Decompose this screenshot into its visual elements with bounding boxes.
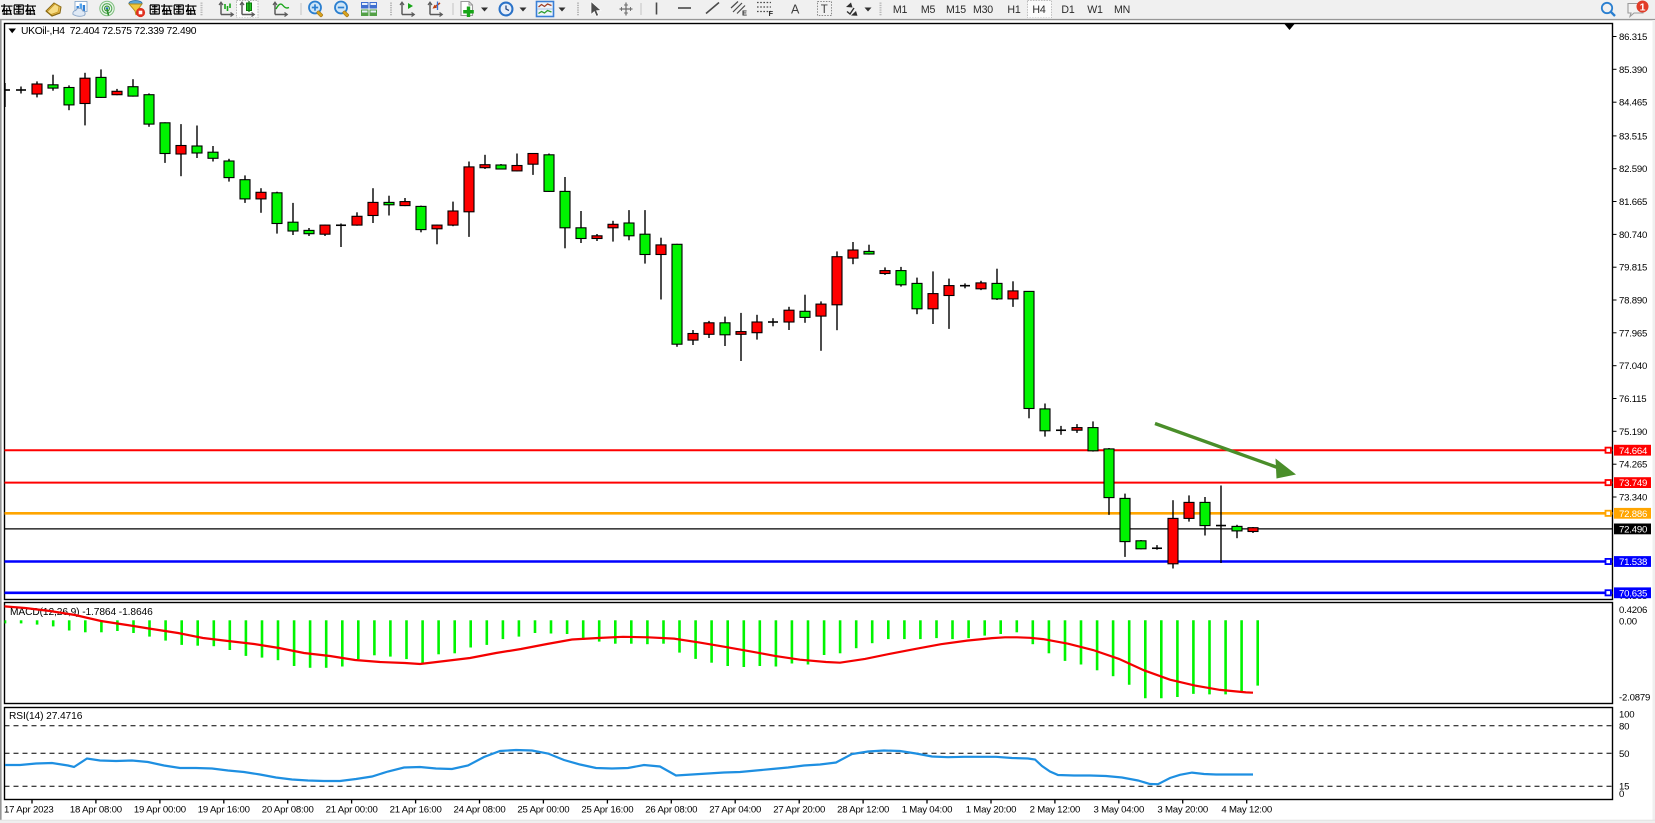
svg-text:3 May 04:00: 3 May 04:00 (1093, 805, 1144, 816)
svg-text:70.635: 70.635 (1619, 588, 1647, 599)
svg-text:-2.0879: -2.0879 (1619, 693, 1650, 704)
svg-text:T: T (821, 4, 828, 16)
svg-text:74.265: 74.265 (1619, 460, 1647, 471)
svg-text:80: 80 (1619, 721, 1629, 732)
svg-text:85.390: 85.390 (1619, 65, 1647, 76)
svg-text:77.040: 77.040 (1619, 361, 1647, 372)
svg-text:M30: M30 (973, 4, 993, 16)
svg-text:84.465: 84.465 (1619, 98, 1647, 109)
svg-text:UKOil-,H4 72.404 72.575 72.33: UKOil-,H4 72.404 72.575 72.339 72.490 (21, 26, 197, 37)
svg-text:F: F (769, 9, 774, 18)
svg-text:24 Apr 08:00: 24 Apr 08:00 (453, 805, 505, 816)
svg-text:3 May 20:00: 3 May 20:00 (1157, 805, 1208, 816)
svg-text:72.886: 72.886 (1619, 509, 1647, 520)
svg-text:80.740: 80.740 (1619, 230, 1647, 241)
svg-text:4 May 12:00: 4 May 12:00 (1221, 805, 1272, 816)
svg-text:27 Apr 20:00: 27 Apr 20:00 (773, 805, 825, 816)
svg-text:20 Apr 08:00: 20 Apr 08:00 (262, 805, 314, 816)
svg-text:21 Apr 16:00: 21 Apr 16:00 (390, 805, 442, 816)
svg-text:19 Apr 00:00: 19 Apr 00:00 (134, 805, 186, 816)
svg-text:71.538: 71.538 (1619, 557, 1647, 568)
svg-text:0.4206: 0.4206 (1619, 605, 1647, 616)
svg-text:25 Apr 00:00: 25 Apr 00:00 (517, 805, 569, 816)
svg-text:MACD(12,26,9) -1.7864 -1.8646: MACD(12,26,9) -1.7864 -1.8646 (10, 607, 153, 618)
svg-text:76.115: 76.115 (1619, 394, 1646, 405)
svg-text:1: 1 (1640, 1, 1646, 13)
svg-text:M15: M15 (946, 4, 966, 16)
svg-text:79.815: 79.815 (1619, 263, 1647, 274)
svg-text:MN: MN (1114, 4, 1130, 16)
svg-text:15: 15 (1619, 781, 1629, 792)
svg-text:18 Apr 08:00: 18 Apr 08:00 (70, 805, 122, 816)
svg-text:1 May 04:00: 1 May 04:00 (902, 805, 953, 816)
svg-text:H4: H4 (1032, 4, 1045, 16)
svg-text:77.965: 77.965 (1619, 328, 1647, 339)
svg-text:17 Apr 2023: 17 Apr 2023 (4, 805, 54, 816)
svg-text:74.664: 74.664 (1619, 446, 1648, 457)
svg-text:W1: W1 (1087, 4, 1103, 16)
svg-text:73.749: 73.749 (1619, 478, 1647, 489)
svg-text:86.315: 86.315 (1619, 32, 1647, 43)
svg-text:50: 50 (1619, 749, 1629, 760)
svg-text:A: A (791, 3, 800, 17)
svg-text:M1: M1 (893, 4, 908, 16)
svg-text:72.490: 72.490 (1619, 525, 1647, 536)
svg-text:26 Apr 08:00: 26 Apr 08:00 (645, 805, 697, 816)
svg-text:27 Apr 04:00: 27 Apr 04:00 (709, 805, 761, 816)
svg-text:E: E (742, 9, 747, 18)
svg-text:D1: D1 (1061, 4, 1074, 16)
svg-text:83.515: 83.515 (1619, 131, 1647, 142)
svg-text:19 Apr 16:00: 19 Apr 16:00 (198, 805, 250, 816)
svg-text:2 May 12:00: 2 May 12:00 (1030, 805, 1081, 816)
svg-text:28 Apr 12:00: 28 Apr 12:00 (837, 805, 889, 816)
svg-text:82.590: 82.590 (1619, 164, 1647, 175)
svg-text:RSI(14) 27.4716: RSI(14) 27.4716 (9, 711, 83, 722)
svg-text:0.00: 0.00 (1619, 616, 1637, 627)
svg-text:73.340: 73.340 (1619, 493, 1647, 504)
svg-text:100: 100 (1619, 710, 1634, 721)
svg-text:0: 0 (1619, 789, 1624, 800)
svg-text:25 Apr 16:00: 25 Apr 16:00 (581, 805, 633, 816)
svg-text:81.665: 81.665 (1619, 197, 1647, 208)
svg-text:1 May 20:00: 1 May 20:00 (966, 805, 1017, 816)
svg-text:21 Apr 00:00: 21 Apr 00:00 (326, 805, 378, 816)
svg-text:75.190: 75.190 (1619, 427, 1647, 438)
svg-text:H1: H1 (1007, 4, 1020, 16)
svg-text:M5: M5 (921, 4, 936, 16)
svg-text:78.890: 78.890 (1619, 296, 1647, 307)
